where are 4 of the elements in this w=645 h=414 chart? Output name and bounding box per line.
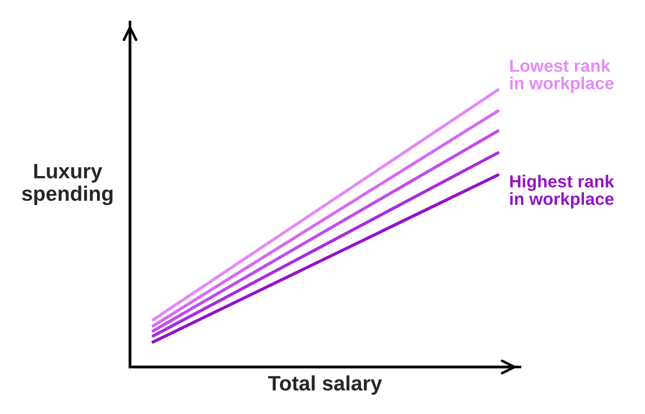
y-axis-title: Luxury spending xyxy=(22,164,113,206)
series-label: Lowest rank in workplace xyxy=(510,59,614,93)
series-label: Highest rank in workplace xyxy=(510,174,614,208)
x-axis-title: Total salary xyxy=(268,375,382,395)
